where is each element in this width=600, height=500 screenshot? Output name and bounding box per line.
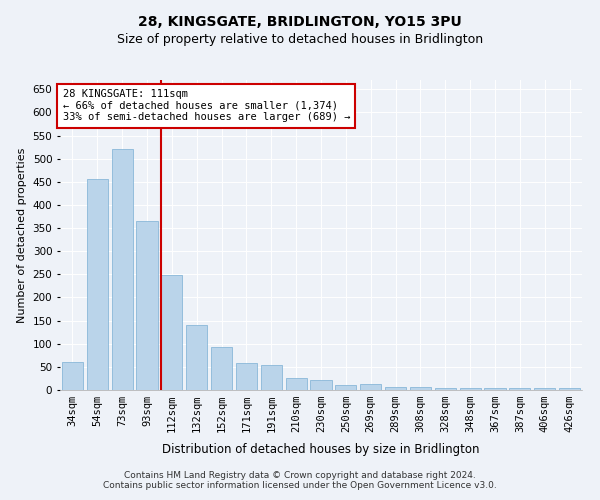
Bar: [360, 384, 381, 390]
Bar: [435, 388, 456, 390]
Bar: [236, 363, 257, 390]
Bar: [460, 388, 481, 390]
Text: 28 KINGSGATE: 111sqm
← 66% of detached houses are smaller (1,374)
33% of semi-de: 28 KINGSGATE: 111sqm ← 66% of detached h…: [62, 90, 350, 122]
Bar: [534, 388, 555, 390]
Bar: [161, 276, 182, 390]
Bar: [310, 380, 332, 390]
Bar: [136, 221, 158, 390]
Bar: [186, 325, 207, 390]
Bar: [87, 180, 108, 390]
Bar: [286, 378, 307, 390]
Text: 28, KINGSGATE, BRIDLINGTON, YO15 3PU: 28, KINGSGATE, BRIDLINGTON, YO15 3PU: [138, 15, 462, 29]
Text: Size of property relative to detached houses in Bridlington: Size of property relative to detached ho…: [117, 32, 483, 46]
Bar: [112, 150, 133, 390]
Bar: [62, 362, 83, 390]
Bar: [211, 348, 232, 390]
Y-axis label: Number of detached properties: Number of detached properties: [17, 148, 27, 322]
Bar: [385, 387, 406, 390]
Text: Contains HM Land Registry data © Crown copyright and database right 2024.
Contai: Contains HM Land Registry data © Crown c…: [103, 470, 497, 490]
Text: Distribution of detached houses by size in Bridlington: Distribution of detached houses by size …: [162, 442, 480, 456]
Bar: [335, 386, 356, 390]
Bar: [410, 387, 431, 390]
Bar: [509, 388, 530, 390]
Bar: [261, 366, 282, 390]
Bar: [559, 388, 580, 390]
Bar: [484, 388, 506, 390]
